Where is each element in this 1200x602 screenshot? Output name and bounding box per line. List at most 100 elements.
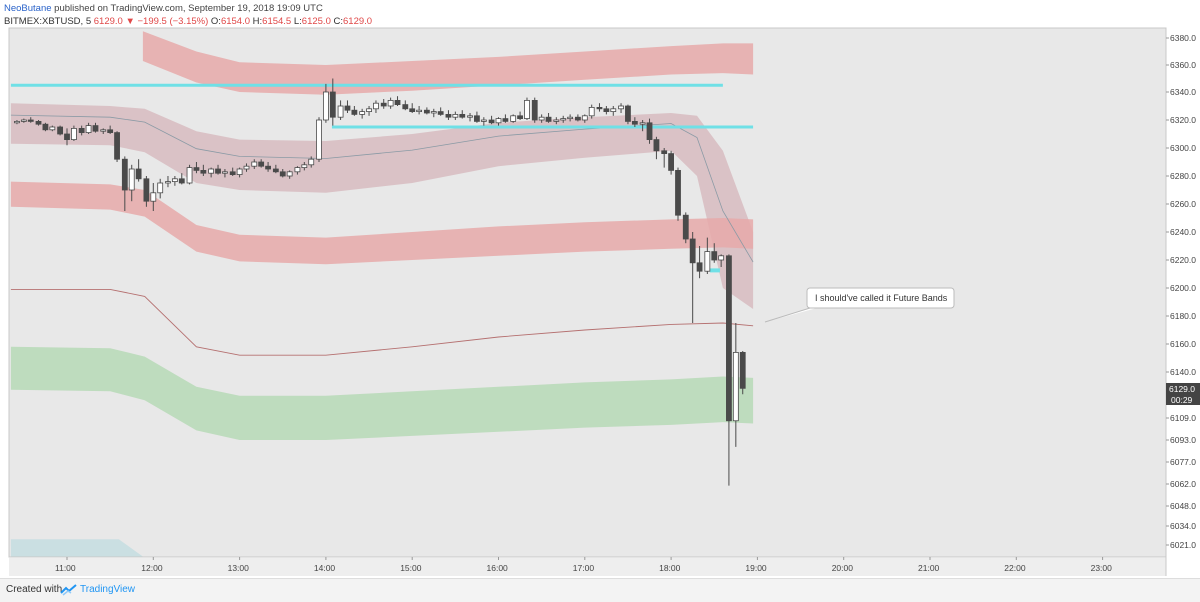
candle-body <box>150 192 157 202</box>
author-name[interactable]: NeoButane <box>4 3 52 14</box>
band-lower-red-band <box>10 181 754 265</box>
candle-body <box>387 100 394 107</box>
price-tag-value: 6129.0 <box>1169 384 1195 394</box>
band-midline <box>10 114 754 263</box>
candle-body <box>128 168 135 191</box>
change-value: ▼ −199.5 (−3.15%) <box>125 16 209 27</box>
last-price: 6129.0 <box>93 16 123 27</box>
ohlc-legend: BITMEX:XBTUSD, 5 6129.0 ▼ −199.5 (−3.15%… <box>4 16 372 27</box>
candle-body <box>35 121 42 125</box>
candle-body <box>696 262 703 272</box>
candle-body <box>675 169 681 216</box>
candle-body <box>394 100 401 106</box>
time-tick-label: 16:00 <box>487 563 509 573</box>
candle-body <box>107 129 114 134</box>
candle-body <box>625 105 631 122</box>
candle-body <box>286 171 293 177</box>
candle-body <box>92 125 99 132</box>
time-tick-label: 17:00 <box>573 563 595 573</box>
candle-body <box>488 119 495 124</box>
candle-body <box>157 182 164 194</box>
candle-body <box>78 127 85 133</box>
candle-body <box>14 121 20 124</box>
countdown-box <box>1166 394 1200 405</box>
time-tick-label: 13:00 <box>228 563 250 573</box>
open-label: O: <box>210 16 221 27</box>
candle-body <box>344 105 351 111</box>
candle-body <box>236 168 243 175</box>
resistance-lines-layer[interactable] <box>10 83 754 273</box>
callout-annotation[interactable]: I should've called it Future Bands <box>764 287 955 323</box>
candle-body <box>121 158 128 191</box>
callout-text: I should've called it Future Bands <box>815 293 948 303</box>
candle-body <box>538 116 545 121</box>
candle-body <box>71 127 77 140</box>
candle-body <box>459 114 466 118</box>
price-tick-label: 6160.0 <box>1170 339 1196 349</box>
candle-body <box>588 107 595 117</box>
candle-body <box>524 100 530 120</box>
cyan-marker <box>709 268 720 273</box>
candle-body <box>178 178 185 184</box>
candle-body <box>402 104 409 110</box>
candle-body <box>114 132 120 160</box>
high-label: H: <box>252 16 263 27</box>
footer: Created with TradingView <box>0 578 1200 602</box>
tradingview-logo-icon[interactable] <box>60 583 78 597</box>
price-axis-labels: 6380.0 6360.0 6340.0 6320.0 6300.0 6280.0 6260… <box>1166 33 1196 550</box>
candle-body <box>85 125 92 133</box>
price-tick-label: 6077.0 <box>1170 457 1196 467</box>
candle-body <box>143 178 150 202</box>
time-axis-labels: 11:00 12:00 13:00 14:00 15:00 16:00 17:00 18:00… <box>55 557 1112 573</box>
price-tick-label: 6240.0 <box>1170 227 1196 237</box>
band-upper-red-band <box>142 31 754 95</box>
bands-layer <box>10 31 754 557</box>
candle-body <box>610 108 617 113</box>
candle-body <box>100 129 107 132</box>
candle-body <box>423 109 430 114</box>
candle-body <box>215 168 221 174</box>
time-axis[interactable] <box>9 558 1166 576</box>
candle-body <box>711 251 718 261</box>
tradingview-brand[interactable]: TradingView <box>80 584 136 595</box>
plot-area[interactable] <box>8 27 1167 558</box>
price-tick-label: 6220.0 <box>1170 255 1196 265</box>
candle-body <box>581 115 588 121</box>
candle-body <box>689 238 696 264</box>
candle-body <box>452 114 459 118</box>
candle-body <box>279 171 286 177</box>
candle-body <box>718 255 725 261</box>
candle-body <box>171 178 178 183</box>
price-tick-label: 6200.0 <box>1170 283 1196 293</box>
candle-body <box>135 168 142 180</box>
candle-body <box>510 115 517 122</box>
basis-line-layer <box>10 288 754 356</box>
high-value: 6154.5 <box>262 16 292 27</box>
candle-body <box>49 126 56 131</box>
candle-body <box>618 105 624 110</box>
price-tag-box <box>1166 383 1200 394</box>
candle-body <box>359 111 366 115</box>
candle-body <box>42 123 49 131</box>
price-tick-label: 6300.0 <box>1170 143 1196 153</box>
candle-body <box>704 251 711 272</box>
basis-line <box>10 288 754 356</box>
candle-body <box>416 109 423 112</box>
candle-body <box>480 119 487 122</box>
close-value: 6129.0 <box>343 16 373 27</box>
open-value: 6154.0 <box>220 16 251 27</box>
price-tick-label: 6093.0 <box>1170 435 1196 445</box>
candle-body <box>631 121 638 125</box>
candle-body <box>208 168 215 174</box>
price-tick-label: 6280.0 <box>1170 171 1196 181</box>
price-tick-label: 6360.0 <box>1170 60 1196 70</box>
candle-body <box>437 111 444 115</box>
close-label: C: <box>333 16 344 27</box>
candle-body <box>200 169 207 174</box>
price-axis[interactable] <box>1166 28 1200 576</box>
candle-body <box>574 116 581 121</box>
price-tick-label: 6180.0 <box>1170 311 1196 321</box>
candle-body <box>409 108 416 113</box>
candle-body <box>57 126 63 135</box>
